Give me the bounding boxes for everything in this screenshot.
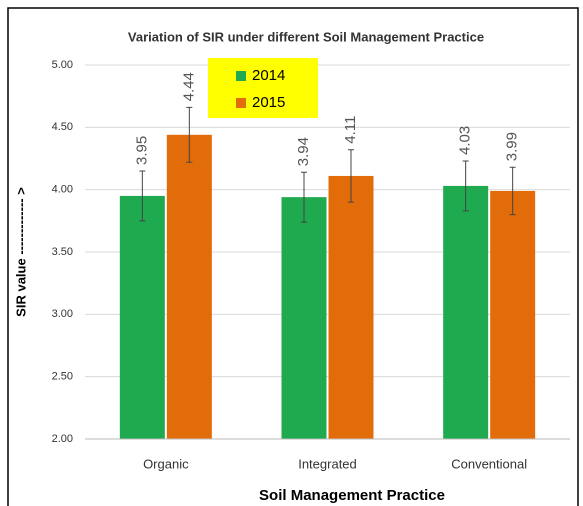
data-label: 4.11 xyxy=(342,116,359,144)
error-bar xyxy=(301,171,307,223)
y-tick-label: 5.00 xyxy=(52,59,73,71)
data-label: 3.99 xyxy=(504,132,521,161)
legend-swatch xyxy=(236,71,246,81)
error-bar xyxy=(348,149,354,203)
bar xyxy=(443,185,489,439)
data-label: 4.44 xyxy=(180,72,197,101)
x-tick-label: Conventional xyxy=(451,456,527,471)
chart-title: Variation of SIR under different Soil Ma… xyxy=(128,29,484,44)
data-label: 3.95 xyxy=(133,136,150,165)
legend-box xyxy=(208,58,318,118)
legend-label: 2015 xyxy=(252,94,285,111)
legend-swatch xyxy=(236,98,246,108)
y-tick-label: 3.00 xyxy=(52,308,73,320)
bar xyxy=(490,190,536,439)
y-tick-label: 4.50 xyxy=(52,121,73,133)
error-bar xyxy=(462,160,469,212)
error-bar xyxy=(186,106,193,163)
data-label: 3.94 xyxy=(295,137,312,166)
x-axis-title: Soil Management Practice xyxy=(259,487,445,504)
data-label: 4.03 xyxy=(457,126,474,155)
bar xyxy=(328,175,374,439)
y-tick-label: 3.50 xyxy=(52,246,73,258)
legend-label: 2014 xyxy=(252,67,285,84)
error-bar xyxy=(509,166,516,216)
x-tick-label: Organic xyxy=(143,456,189,471)
y-tick-label: 4.00 xyxy=(52,184,73,196)
y-axis-title: SIR value ------------- > xyxy=(13,187,28,317)
y-tick-label: 2.00 xyxy=(52,433,73,445)
bar xyxy=(166,134,212,439)
y-tick-label: 2.50 xyxy=(52,371,73,383)
bar xyxy=(119,195,165,439)
bar xyxy=(281,197,327,439)
error-bar xyxy=(139,170,146,222)
frame xyxy=(7,7,579,506)
x-tick-label: Integrated xyxy=(298,456,357,471)
